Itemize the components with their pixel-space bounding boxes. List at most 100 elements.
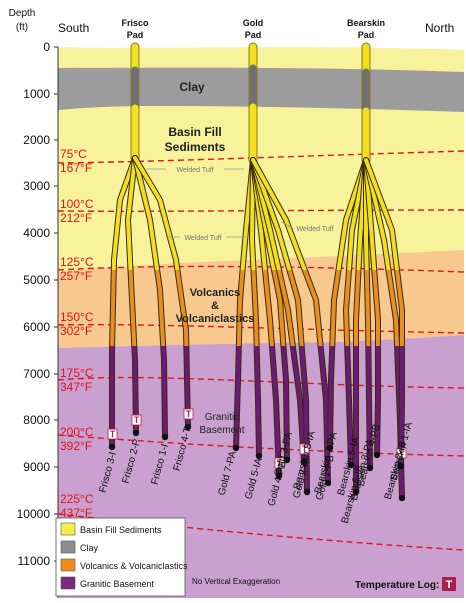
well-branch-segment xyxy=(394,270,404,346)
well-branch-segment xyxy=(251,158,268,270)
well-branch-segment xyxy=(269,346,281,478)
isotherm-200c: 200°C xyxy=(60,425,94,439)
temperature-log-legend-label: Temperature Log: xyxy=(355,580,439,591)
label-basin-fill-2: Sediments xyxy=(165,140,226,154)
temperature-log-legend-icon: T xyxy=(442,577,456,591)
tuff-arrow xyxy=(280,221,294,229)
label-volcanics: Volcanics xyxy=(190,287,241,299)
welded-tuff-arrows xyxy=(146,168,294,238)
well-branch-segment xyxy=(240,158,255,270)
well-branch-segment xyxy=(126,156,137,270)
well-endpoint xyxy=(184,423,192,431)
temperature-log-marker-letter: T xyxy=(277,458,283,468)
well-branch-segment xyxy=(161,346,167,439)
well-endpoint xyxy=(324,479,332,487)
well-branch-segment xyxy=(155,270,166,346)
temperature-log-marker: T xyxy=(299,443,310,455)
well-branch-segment xyxy=(336,158,368,270)
depth-axis: 0 1000 2000 3000 4000 5000 6000 7000 800… xyxy=(9,8,454,598)
temperature-log-legend-box xyxy=(442,577,456,591)
pad-label-frisco: Frisco xyxy=(121,18,149,28)
label-volcanics-amp: & xyxy=(211,300,219,312)
isotherm-75c-line xyxy=(57,150,465,164)
pad-label-bearskin: Bearskin xyxy=(347,18,385,28)
temperature-log-legend-letter: T xyxy=(446,579,453,591)
tick-label: 5000 xyxy=(23,273,50,287)
well-branch-segment xyxy=(184,346,190,429)
well-branch-segment xyxy=(250,158,256,270)
well-branch-segment xyxy=(262,270,274,346)
temperature-log-marker-letter: T xyxy=(134,415,140,425)
pad-label-gold: Gold xyxy=(243,18,264,28)
no-vertical-exaggeration-note: No Vertical Exaggeration xyxy=(192,577,280,586)
well-endpoint xyxy=(398,494,406,502)
well-branch-segment xyxy=(254,346,261,458)
well-endpoint xyxy=(132,429,140,437)
well-branch-segment xyxy=(281,346,289,462)
isotherm-437f: 437°F xyxy=(60,506,92,520)
legend-label-granitic: Granitic Basement xyxy=(80,579,155,589)
well-branch-segment xyxy=(271,270,286,346)
tick-label: 3000 xyxy=(23,179,50,193)
axis-title-unit: (ft) xyxy=(16,22,28,33)
well-branch-segment xyxy=(133,156,180,270)
label-volcanics-3: Volcaniclastics xyxy=(176,313,255,325)
well-branch-segment xyxy=(364,158,369,270)
temperature-log-marker-box xyxy=(274,457,285,469)
isotherm-392f: 392°F xyxy=(60,439,92,453)
well-branch-segment xyxy=(132,346,138,435)
well-endpoint xyxy=(397,462,405,470)
tick-label: 6000 xyxy=(23,320,50,334)
well-endpoint xyxy=(366,464,374,472)
isotherm-100c-line xyxy=(57,209,465,212)
temperature-log-marker: T xyxy=(396,447,407,459)
direction-south: South xyxy=(58,21,89,35)
well-branch-segment xyxy=(372,270,380,346)
legend-swatch-basin-fill xyxy=(60,522,76,536)
temperature-log-marker: T xyxy=(183,408,194,420)
well-branch-segment xyxy=(287,270,304,346)
temperature-log-marker: T xyxy=(274,457,285,469)
temperature-log-marker-box xyxy=(131,414,142,426)
legend-swatch-clay xyxy=(60,540,76,554)
well-endpoint xyxy=(275,472,283,480)
well-branch-segment xyxy=(276,270,295,346)
temperature-log-marker-letter: T xyxy=(399,448,405,458)
isotherm-257f: 257°F xyxy=(60,269,92,283)
well-branch-segment xyxy=(399,346,404,468)
isotherm-100c: 100°C xyxy=(60,197,94,211)
well-trunks xyxy=(130,42,371,165)
well-endpoint xyxy=(326,444,334,452)
isotherm-125c-line xyxy=(57,265,465,273)
label-welded-tuff-right: Welded Tuff xyxy=(296,226,333,233)
label-granitic-2: Basement xyxy=(199,425,244,436)
well-branch-segment xyxy=(344,270,352,346)
unit-labels: Clay Basin Fill Sediments Welded Tuff We… xyxy=(165,80,334,436)
isotherm-302f: 302°F xyxy=(60,324,92,338)
temperature-log-marker-box xyxy=(299,443,310,455)
well-branch-segment xyxy=(251,158,282,270)
pad-labels: Frisco Pad Gold Pad Bearskin Pad xyxy=(121,18,385,40)
isotherm-175c: 175°C xyxy=(60,366,94,380)
well-branch-segment xyxy=(318,346,330,485)
well-branch-segment xyxy=(364,158,377,270)
label-basin-fill: Basin Fill xyxy=(168,125,221,139)
tick-label: 0 xyxy=(43,40,50,54)
well-branch-segment xyxy=(330,270,341,346)
well-branch-segment xyxy=(354,270,361,346)
well-endpoint xyxy=(347,461,355,469)
well-endpoint xyxy=(161,433,169,441)
legend: Basin Fill Sediments Clay Volcanics & Vo… xyxy=(55,517,188,597)
well-branch-segment xyxy=(128,270,137,346)
well-branch-segment xyxy=(328,346,335,450)
temperature-log-marker: T xyxy=(131,414,142,426)
well-branch-segment xyxy=(366,346,372,470)
label-welded-tuff-upper: Welded Tuff xyxy=(176,167,213,174)
tick-label: 2000 xyxy=(23,133,50,147)
direction-north: North xyxy=(425,21,454,35)
well-branch-segment xyxy=(364,270,371,346)
label-welded-tuff-middle: Welded Tuff xyxy=(184,235,221,242)
well-endpoint xyxy=(232,444,240,452)
well-branch-segment xyxy=(299,346,309,494)
isotherm-75c: 75°C xyxy=(60,147,87,161)
